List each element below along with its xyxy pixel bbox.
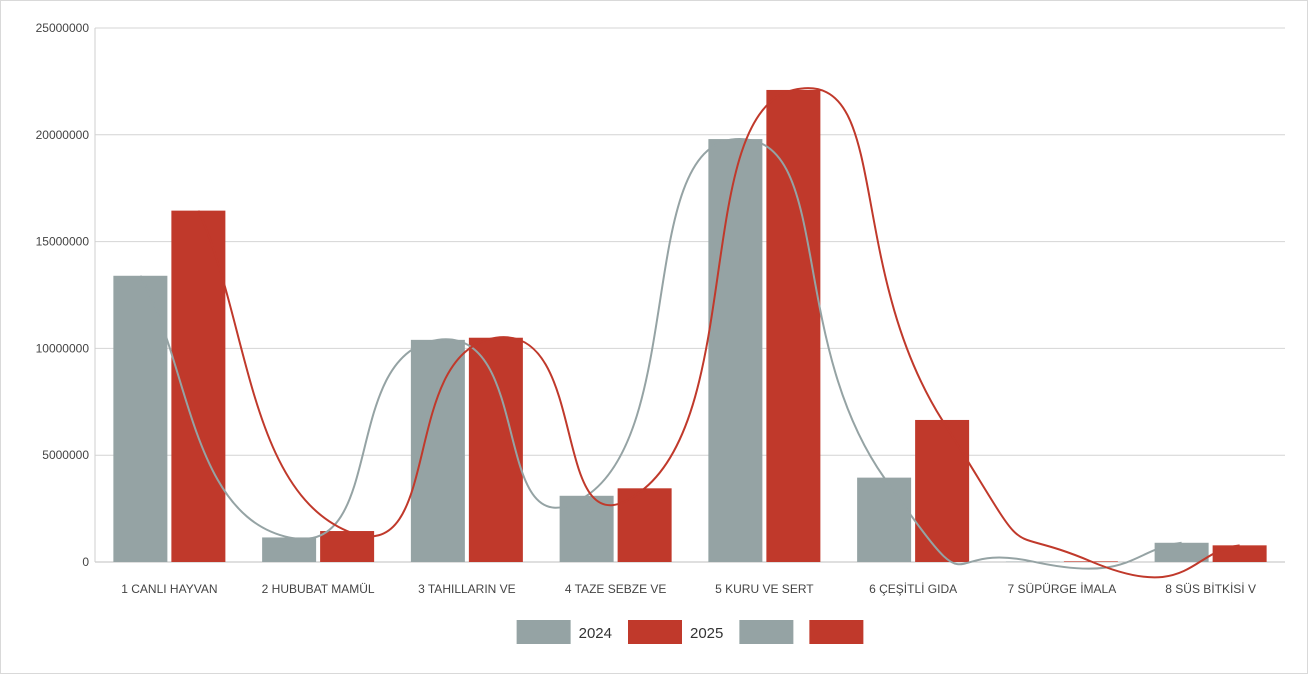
y-tick-label: 0 [82,555,89,569]
x-tick-label: 2 HUBUBAT MAMÜL [262,582,375,596]
bar-2024-5 [708,139,762,562]
bar-2025-5 [766,90,820,562]
trend-lines [140,88,1239,577]
y-axis: 0 5000000 10000000 15000000 20000000 25000000 [36,21,95,569]
y-tick-label: 5000000 [42,448,89,462]
x-tick-label: 7 SÜPÜRGE İMALA [1008,582,1117,596]
y-tick-label: 10000000 [36,341,90,355]
bar-2025-8 [1213,545,1267,562]
x-tick-label: 6 ÇEŞİTLİ GIDA [869,582,957,596]
y-tick-label: 20000000 [36,128,90,142]
legend-swatch [628,620,682,644]
legend-label: 2024 [579,625,612,642]
legend-entry [809,620,863,644]
legend-label: 2025 [690,625,723,642]
grid [95,28,1285,562]
bars [113,90,1266,562]
legend-entry: 2024 [517,620,612,644]
legend-swatch [739,620,793,644]
bar-2024-8 [1155,543,1209,562]
x-tick-label: 3 TAHILLARIN VE [418,582,516,596]
bar-2024-3 [411,340,465,562]
legend-entry: 2025 [628,620,723,644]
bar-2025-6 [915,420,969,562]
x-tick-label: 1 CANLI HAYVAN [121,582,217,596]
x-axis: 1 CANLI HAYVAN 2 HUBUBAT MAMÜL 3 TAHILLARI… [121,582,1256,596]
legend: 2024 2025 [517,620,864,644]
x-tick-label: 5 KURU VE SERT [715,582,814,596]
bar-2025-4 [618,488,672,562]
legend-entry [739,620,793,644]
y-tick-label: 25000000 [36,21,90,35]
legend-swatch [809,620,863,644]
y-tick-label: 15000000 [36,235,90,249]
legend-swatch [517,620,571,644]
bar-2024-2 [262,537,316,562]
x-tick-label: 4 TAZE SEBZE VE [565,582,667,596]
bar-2024-6 [857,478,911,562]
x-tick-label: 8 SÜS BİTKİSİ V [1165,582,1256,596]
